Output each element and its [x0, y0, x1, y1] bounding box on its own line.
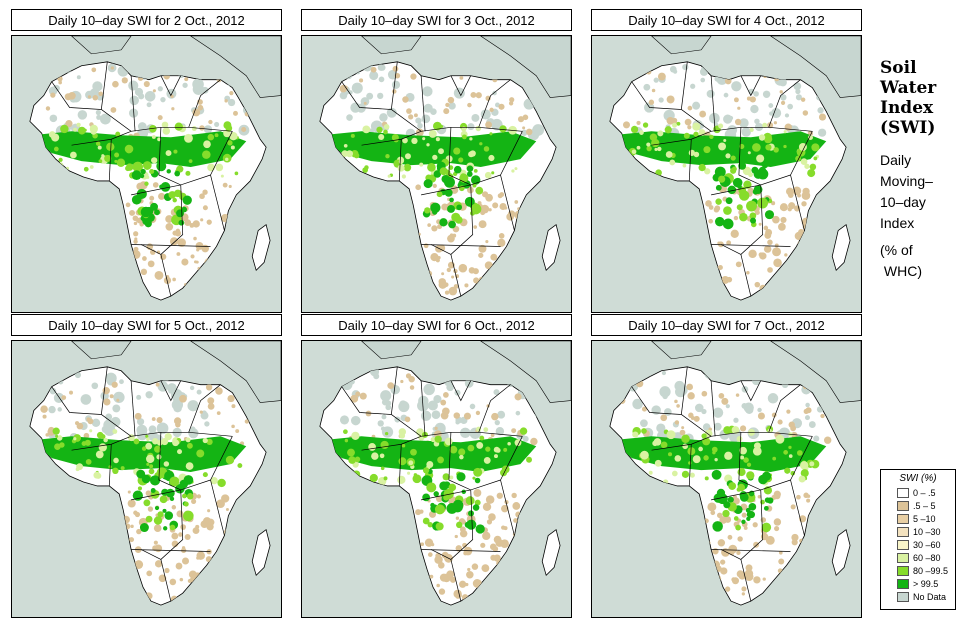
- legend-swatch: [897, 539, 909, 550]
- africa-map-graphic: [12, 36, 281, 312]
- units-note: (% of WHC): [880, 240, 960, 282]
- index-title: Soil Water Index (SWI): [880, 58, 960, 138]
- legend-swatch: [897, 513, 909, 524]
- legend-title: SWI (%): [899, 473, 937, 484]
- africa-map-graphic: [12, 341, 281, 617]
- map-panel-oct-2: Daily 10–day SWI for 2 Oct., 2012: [11, 9, 282, 313]
- description-line: Moving–: [880, 173, 933, 189]
- units-line: WHC): [880, 263, 922, 279]
- legend-label: 10 –30: [913, 526, 941, 537]
- legend-swatch: [897, 565, 909, 576]
- legend-label: 0 – .5: [913, 487, 936, 498]
- legend-swatch: [897, 487, 909, 498]
- map-panel-oct-3: Daily 10–day SWI for 3 Oct., 2012: [301, 9, 572, 313]
- description-line: Index: [880, 215, 915, 231]
- africa-map-graphic: [592, 341, 861, 617]
- legend-item: 0 – .5: [881, 486, 955, 499]
- africa-landmass: [29, 61, 267, 301]
- legend-swatch: [897, 526, 909, 537]
- legend-item: .5 – 5: [881, 499, 955, 512]
- africa-map-graphic: [592, 36, 861, 312]
- index-title-line: Water: [880, 78, 937, 98]
- description-line: Daily: [880, 152, 912, 168]
- index-title-line: (SWI): [880, 118, 936, 138]
- index-title-line: Soil: [880, 58, 917, 78]
- africa-swi-map: [591, 35, 862, 313]
- panel-title: Daily 10–day SWI for 6 Oct., 2012: [301, 314, 572, 336]
- legend-label: 30 –60: [913, 539, 941, 550]
- legend-swatch: [897, 578, 909, 589]
- map-panel-oct-6: Daily 10–day SWI for 6 Oct., 2012: [301, 314, 572, 618]
- africa-swi-map: [591, 340, 862, 618]
- legend-swatch: [897, 552, 909, 563]
- map-panel-oct-5: Daily 10–day SWI for 5 Oct., 2012: [11, 314, 282, 618]
- africa-map-graphic: [302, 36, 571, 312]
- units-line: (% of: [880, 242, 913, 258]
- legend-label: 5 –10: [913, 513, 936, 524]
- panel-title: Daily 10–day SWI for 4 Oct., 2012: [591, 9, 862, 31]
- legend-rows: 0 – .5 .5 – 5 5 –10 10 –30 30 –60 60 –80 80 –9…: [881, 486, 955, 603]
- africa-swi-map: [11, 35, 282, 313]
- panel-title: Daily 10–day SWI for 7 Oct., 2012: [591, 314, 862, 336]
- map-panel-oct-7: Daily 10–day SWI for 7 Oct., 2012: [591, 314, 862, 618]
- legend-item: No Data: [881, 590, 955, 603]
- africa-swi-map: [301, 340, 572, 618]
- panel-title: Daily 10–day SWI for 2 Oct., 2012: [11, 9, 282, 31]
- legend-label: .5 – 5: [913, 500, 936, 511]
- africa-map-graphic: [302, 341, 571, 617]
- legend-item: 5 –10: [881, 512, 955, 525]
- panel-title: Daily 10–day SWI for 3 Oct., 2012: [301, 9, 572, 31]
- legend-item: 80 –99.5: [881, 564, 955, 577]
- legend-label: No Data: [913, 591, 947, 602]
- africa-swi-map: [301, 35, 572, 313]
- legend-swatch: [897, 500, 909, 511]
- index-title-line: Index: [880, 98, 934, 118]
- description-line: 10–day: [880, 194, 926, 210]
- index-description: Daily Moving– 10–day Index: [880, 150, 960, 234]
- legend-item: 60 –80: [881, 551, 955, 564]
- legend-item: 30 –60: [881, 538, 955, 551]
- panel-title: Daily 10–day SWI for 5 Oct., 2012: [11, 314, 282, 336]
- legend-label: 60 –80: [913, 552, 941, 563]
- legend-item: > 99.5: [881, 577, 955, 590]
- swi-legend: SWI (%) 0 – .5 .5 – 5 5 –10 10 –30 30 –60 60 …: [880, 469, 956, 610]
- africa-swi-map: [11, 340, 282, 618]
- legend-label: > 99.5: [913, 578, 939, 589]
- legend-item: 10 –30: [881, 525, 955, 538]
- legend-swatch: [897, 591, 909, 602]
- map-panel-oct-4: Daily 10–day SWI for 4 Oct., 2012: [591, 9, 862, 313]
- legend-label: 80 –99.5: [913, 565, 949, 576]
